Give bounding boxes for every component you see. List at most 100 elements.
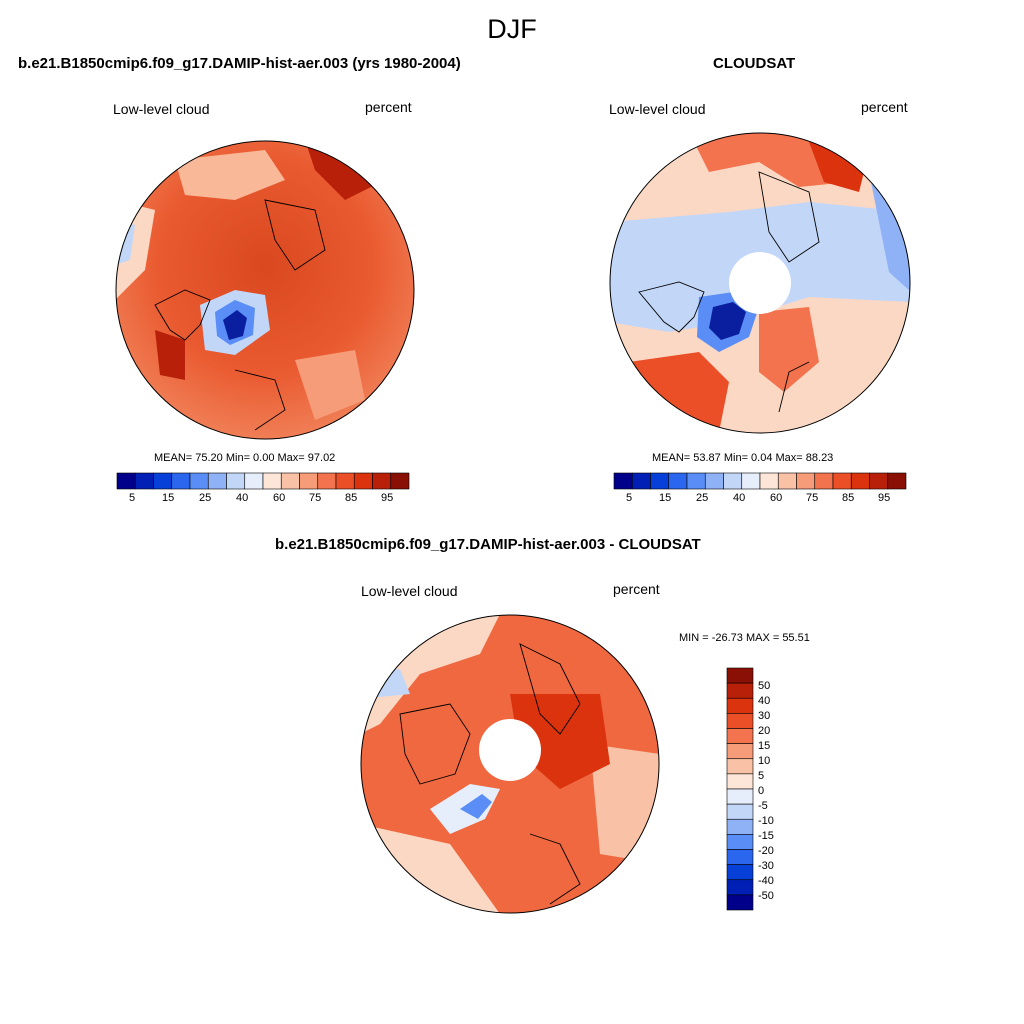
diff-greenland-blue [460, 794, 492, 819]
colorbar-model-tick: 15 [162, 492, 175, 504]
colorbar-obs-tick: 75 [806, 492, 819, 504]
model-pink-north [175, 150, 285, 200]
model-greenland-low-c [223, 310, 247, 340]
colorbar-swatch [726, 682, 754, 699]
colorbar-swatch [189, 472, 209, 490]
colorbar-model-tick: 85 [345, 492, 358, 504]
colorbar-swatch [299, 472, 319, 490]
colorbar-diff [726, 667, 754, 911]
colorbar-swatch [134, 472, 154, 490]
panel-diff-map [360, 614, 660, 914]
colorbar-diff-tick: -10 [758, 815, 774, 827]
colorbar-swatch [335, 472, 355, 490]
colorbar-swatch [726, 834, 754, 850]
colorbar-swatch [244, 472, 264, 490]
colorbar-diff-tick: 15 [758, 740, 771, 752]
colorbar-swatch [686, 472, 706, 490]
colorbar-swatch [317, 472, 337, 490]
colorbar-swatch [353, 472, 373, 490]
colorbar-swatch [280, 472, 300, 490]
colorbar-swatch [153, 472, 173, 490]
colorbar-swatch [726, 788, 754, 805]
panel-obs-units-label: percent [861, 99, 908, 115]
colorbar-swatch [262, 472, 282, 490]
panel-model-units-label: percent [365, 99, 412, 115]
colorbar-obs [613, 472, 907, 490]
colorbar-obs-tick: 60 [770, 492, 783, 504]
colorbar-swatch [650, 472, 670, 490]
colorbar-swatch [726, 758, 754, 775]
colorbar-obs-tick: 40 [733, 492, 746, 504]
colorbar-diff-tick: 30 [758, 710, 771, 722]
model-pink-se [295, 350, 365, 420]
colorbar-swatch [726, 773, 754, 790]
colorbar-diff-tick: 50 [758, 680, 771, 692]
model-coastline [154, 199, 326, 431]
panel-obs-title: CLOUDSAT [713, 55, 796, 72]
colorbar-diff-tick: 5 [758, 770, 765, 782]
colorbar-obs-tick: 85 [842, 492, 855, 504]
panel-model-stats: MEAN= 75.20 Min= 0.00 Max= 97.02 [154, 452, 336, 464]
colorbar-swatch [777, 472, 797, 490]
colorbar-diff-tick: 40 [758, 695, 771, 707]
colorbar-diff-tick: -30 [758, 860, 774, 872]
colorbar-swatch [726, 849, 754, 865]
colorbar-diff-tick: 0 [758, 785, 765, 797]
panel-model-map [115, 140, 415, 440]
colorbar-model-tick: 25 [199, 492, 212, 504]
colorbar-swatch [726, 894, 754, 911]
colorbar-swatch [726, 818, 754, 835]
colorbar-model-labels: 5 15 25 40 60 75 85 95 [117, 492, 409, 506]
colorbar-diff-tick: -15 [758, 830, 774, 842]
panel-diff-title: b.e21.B1850cmip6.f09_g17.DAMIP-hist-aer.… [275, 536, 701, 553]
colorbar-model-tick: 60 [273, 492, 286, 504]
panel-diff-variable-label: Low-level cloud [361, 583, 458, 599]
colorbar-diff-tick: 10 [758, 755, 771, 767]
colorbar-swatch [741, 472, 761, 490]
colorbar-obs-tick: 95 [878, 492, 891, 504]
colorbar-swatch [869, 472, 889, 490]
diff-missing-data-hole [479, 719, 541, 781]
colorbar-swatch [372, 472, 392, 490]
obs-coastline [638, 171, 820, 413]
colorbar-model [116, 472, 410, 490]
colorbar-obs-labels: 5 15 25 40 60 75 85 95 [614, 492, 906, 506]
colorbar-swatch [887, 472, 907, 490]
colorbar-model-tick: 40 [236, 492, 249, 504]
colorbar-model-tick: 5 [129, 492, 136, 504]
panel-obs-map [609, 132, 911, 434]
colorbar-swatch [726, 864, 754, 881]
colorbar-swatch [723, 472, 743, 490]
colorbar-swatch [226, 472, 246, 490]
colorbar-diff-tick: -20 [758, 845, 774, 857]
obs-very-low-core [709, 302, 746, 340]
colorbar-swatch [726, 713, 754, 729]
panel-diff-stats: MIN = -26.73 MAX = 55.51 [679, 632, 810, 644]
colorbar-swatch [390, 472, 410, 490]
colorbar-obs-tick: 25 [696, 492, 709, 504]
colorbar-swatch [171, 472, 191, 490]
panel-obs-variable-label: Low-level cloud [609, 101, 706, 117]
colorbar-swatch [631, 472, 651, 490]
colorbar-diff-tick: -50 [758, 890, 774, 902]
colorbar-diff-labels: 50 40 30 20 15 10 5 0 -5 -10 -15 -20 -30… [758, 680, 798, 910]
colorbar-swatch [726, 803, 754, 820]
diff-coastline [399, 643, 581, 905]
colorbar-diff-tick: -40 [758, 875, 774, 887]
colorbar-swatch [832, 472, 852, 490]
colorbar-swatch [759, 472, 779, 490]
colorbar-swatch [116, 472, 136, 490]
colorbar-diff-tick: 20 [758, 725, 771, 737]
colorbar-swatch [726, 697, 754, 714]
panel-model-variable-label: Low-level cloud [113, 101, 210, 117]
colorbar-swatch [796, 472, 816, 490]
colorbar-swatch [613, 472, 633, 490]
obs-missing-data-hole [729, 252, 791, 314]
colorbar-swatch [850, 472, 870, 490]
colorbar-swatch [668, 472, 688, 490]
colorbar-swatch [726, 743, 754, 760]
colorbar-model-tick: 75 [309, 492, 322, 504]
colorbar-obs-tick: 15 [659, 492, 672, 504]
colorbar-swatch [207, 472, 227, 490]
obs-high-south [759, 307, 819, 392]
